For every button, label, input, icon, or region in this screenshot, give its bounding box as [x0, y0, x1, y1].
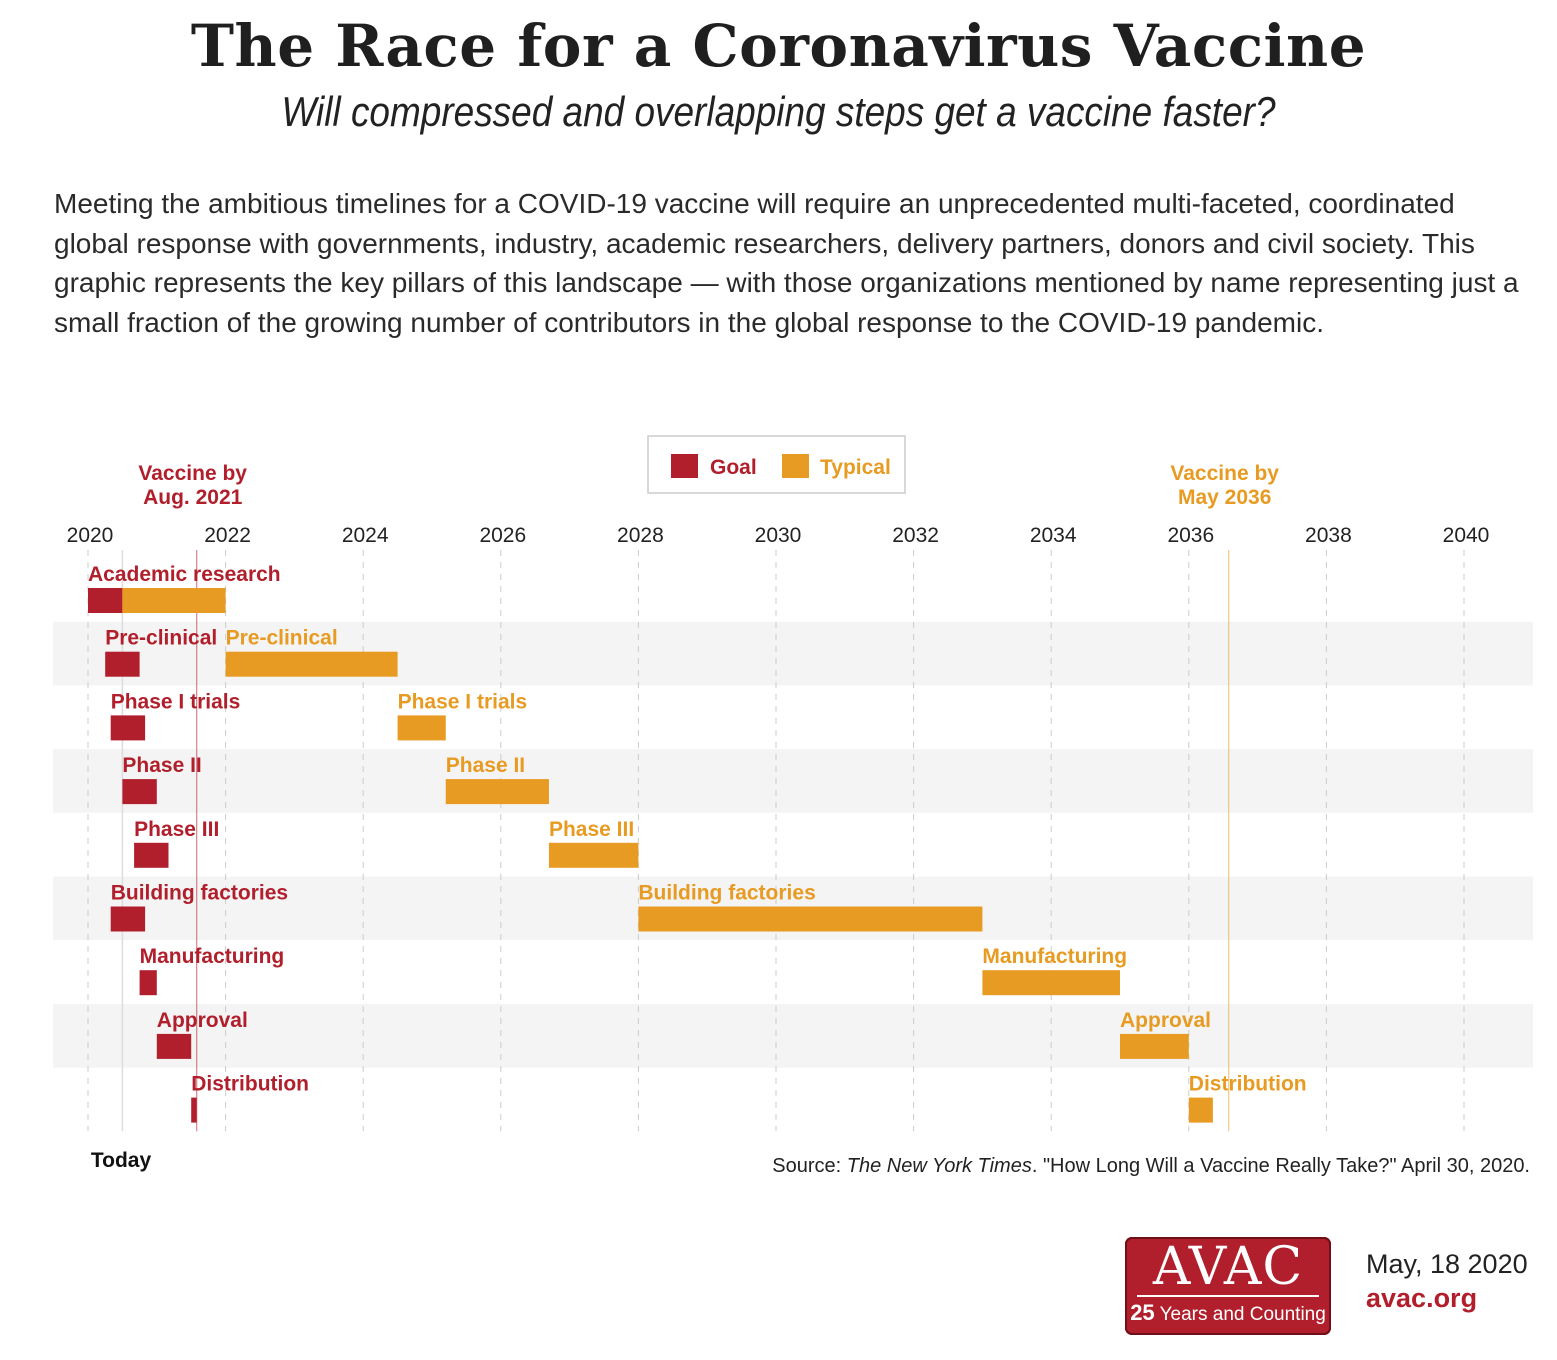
- task-row-building-factories: Building factories Building factories: [110, 882, 983, 932]
- logo-tag-text: Years and Counting: [1154, 1304, 1326, 1325]
- intro-paragraph: Meeting the ambitious timelines for a CO…: [54, 188, 1519, 338]
- task-row-distribution: Distribution Distribution: [191, 1073, 1307, 1123]
- chart-subtitle: Will compressed and overlapping steps ge…: [281, 88, 1276, 135]
- typical-bar: [638, 906, 983, 932]
- goal-bar: [122, 779, 157, 805]
- task-row-phase-i-trials: Phase I trials Phase I trials: [110, 690, 528, 741]
- x-tick-label: 2020: [67, 524, 114, 547]
- typical-bar: [1188, 1097, 1213, 1123]
- x-tick-label: 2036: [1167, 524, 1214, 547]
- vaccine-markers: Vaccine by Aug. 2021 Vaccine by May 2036: [138, 462, 1279, 1132]
- row-bands: [53, 621, 1533, 1068]
- goal-bar-label: Phase I trials: [111, 690, 241, 713]
- goal-bar-label: Building factories: [111, 882, 288, 905]
- goal-bar: [191, 1097, 197, 1123]
- goal-bar: [134, 842, 169, 868]
- typical-bar: [548, 842, 639, 868]
- legend-swatch-goal: [671, 454, 698, 478]
- goal-bar-label: Approval: [157, 1009, 248, 1032]
- gridlines: [87, 550, 1465, 1132]
- x-tick-label: 2038: [1305, 524, 1352, 547]
- goal-bar: [88, 588, 123, 613]
- goal-bar: [139, 970, 157, 996]
- x-axis-ticks: 2020 2022 2024 2026 2028 2030 2032 2034 2036 2038…: [67, 524, 1490, 547]
- typical-bar: [1120, 1033, 1189, 1059]
- x-tick-label: 2040: [1443, 524, 1490, 547]
- goal-bar-label: Phase III: [134, 818, 219, 841]
- goal-bar: [156, 1033, 192, 1059]
- logo-divider: [1137, 1295, 1319, 1297]
- logo-tagline: 25 Years and Counting: [1125, 1300, 1331, 1326]
- logo-name: AVAC: [1152, 1237, 1304, 1297]
- typical-bar-label: Approval: [1120, 1009, 1211, 1032]
- goal-bar-label: Manufacturing: [140, 945, 285, 968]
- goal-bar: [110, 715, 146, 741]
- x-tick-label: 2030: [755, 524, 802, 547]
- website-link[interactable]: avac.org: [1366, 1283, 1478, 1313]
- legend-swatch-typical: [782, 454, 809, 478]
- typical-bar-label: Phase II: [446, 754, 525, 777]
- publication-date: May, 18 2020: [1366, 1249, 1528, 1279]
- row-band: [53, 749, 1533, 813]
- x-tick-label: 2034: [1030, 524, 1077, 547]
- typical-bar-label: Phase I trials: [398, 690, 528, 713]
- task-row-phase-ii: Phase II Phase II: [122, 754, 549, 805]
- row-band: [53, 1003, 1533, 1068]
- avac-logo: AVAC 25 Years and Counting: [1125, 1237, 1331, 1335]
- x-tick-label: 2022: [204, 524, 251, 547]
- goal-bar-label: Academic research: [88, 563, 281, 586]
- task-row-phase-iii: Phase III Phase III: [134, 818, 639, 868]
- source-note: Source: The New York Times. "How Long Wi…: [772, 1155, 1530, 1177]
- typical-bar: [982, 970, 1120, 996]
- legend: Goal Typical: [647, 435, 906, 494]
- gantt-chart: 2020 2022 2024 2026 2028 2030 2032 2034 2036 2038…: [53, 435, 1533, 1177]
- today-label: Today: [91, 1149, 152, 1172]
- task-row-approval: Approval Approval: [156, 1009, 1211, 1059]
- goal-bar: [105, 651, 140, 677]
- logo-tag-number: 25: [1130, 1300, 1155, 1325]
- chart-title: The Race for a Coronavirus Vaccine: [190, 12, 1367, 80]
- x-tick-label: 2026: [479, 524, 526, 547]
- task-row-academic-research: Academic research: [88, 563, 281, 613]
- vaccine-marker-label: Vaccine by May 2036: [1170, 462, 1279, 509]
- typical-bar-label: Building factories: [638, 882, 815, 905]
- legend-label-typical: Typical: [820, 456, 891, 479]
- x-tick-label: 2032: [892, 524, 939, 547]
- task-row-manufacturing: Manufacturing Manufacturing: [139, 945, 1127, 996]
- goal-bar-label: Pre-clinical: [105, 627, 217, 650]
- goal-bar-label: Distribution: [191, 1073, 309, 1096]
- x-tick-label: 2028: [617, 524, 664, 547]
- typical-bar: [397, 715, 446, 741]
- goal-bar: [110, 906, 146, 932]
- typical-bar: [122, 588, 226, 613]
- goal-bar-label: Phase II: [122, 754, 201, 777]
- typical-bar: [445, 779, 549, 805]
- typical-bar-label: Phase III: [549, 818, 634, 841]
- legend-label-goal: Goal: [710, 456, 757, 479]
- typical-bar-label: Distribution: [1189, 1073, 1307, 1096]
- typical-bar-label: Manufacturing: [982, 945, 1127, 968]
- x-tick-label: 2024: [342, 524, 389, 547]
- typical-bar: [225, 651, 398, 677]
- task-row-pre-clinical: Pre-clinical Pre-clinical: [105, 627, 398, 677]
- vaccine-marker-label: Vaccine by Aug. 2021: [138, 462, 247, 509]
- typical-bar-label: Pre-clinical: [226, 627, 338, 650]
